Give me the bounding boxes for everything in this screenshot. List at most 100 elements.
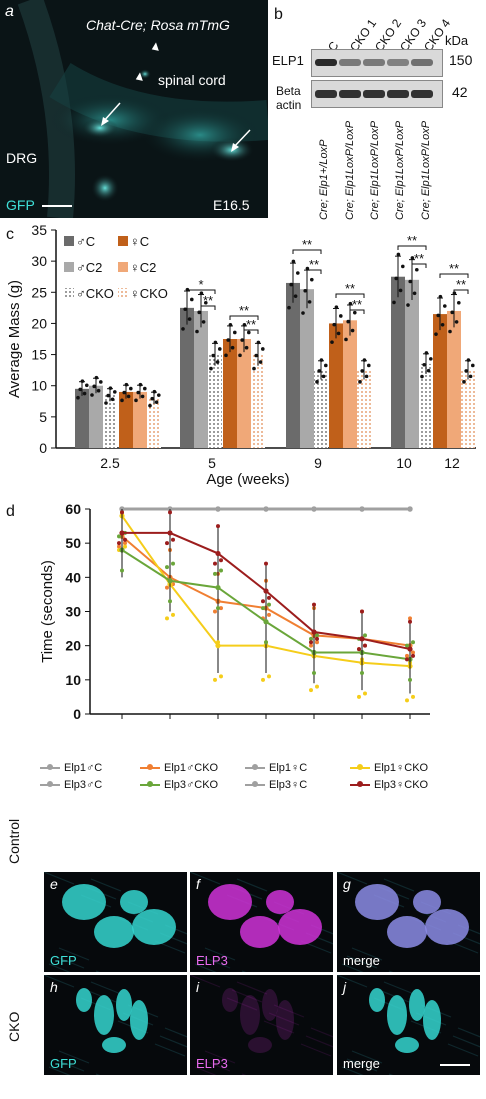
micrograph-e: e GFP bbox=[44, 872, 187, 972]
series-marker bbox=[359, 636, 365, 642]
fiber bbox=[383, 878, 415, 892]
data-point bbox=[92, 384, 96, 389]
legend-label: Elp1♀C bbox=[269, 762, 308, 774]
fiber bbox=[351, 947, 383, 961]
legend-swatch bbox=[118, 236, 128, 246]
series-marker bbox=[215, 550, 221, 557]
legend-swatch bbox=[350, 781, 370, 788]
series-marker bbox=[167, 578, 173, 584]
data-point bbox=[440, 322, 445, 327]
fiber bbox=[53, 1058, 85, 1072]
data-point bbox=[405, 657, 409, 662]
fiber bbox=[300, 1043, 332, 1057]
data-point bbox=[120, 568, 124, 573]
bar bbox=[357, 370, 371, 448]
panel-a-spinal-label: spinal cord bbox=[158, 72, 226, 88]
data-point bbox=[330, 340, 334, 344]
data-point bbox=[113, 390, 117, 394]
data-point bbox=[138, 382, 143, 387]
bar bbox=[447, 310, 461, 448]
cell bbox=[369, 988, 385, 1012]
series-marker bbox=[407, 506, 413, 512]
micrograph-channel-label: GFP bbox=[50, 953, 77, 968]
data-point bbox=[129, 386, 133, 391]
band bbox=[339, 59, 361, 66]
data-point bbox=[171, 537, 175, 542]
data-point bbox=[126, 394, 131, 399]
cell bbox=[94, 995, 114, 1035]
data-point bbox=[216, 524, 220, 529]
legend-item: Elp1♂CKO bbox=[140, 762, 218, 774]
bar-chart-mass: 0 5 10 15 20 25 30 35 Average Mass (g) Age (weeks… bbox=[6, 222, 476, 488]
data-point bbox=[438, 294, 443, 299]
y-tick-label: 10 bbox=[65, 672, 81, 688]
blot-elp1 bbox=[311, 49, 443, 77]
data-point bbox=[230, 345, 235, 350]
data-point bbox=[336, 331, 341, 336]
data-point bbox=[296, 271, 300, 275]
cell bbox=[395, 1037, 419, 1053]
series-marker bbox=[215, 506, 221, 512]
fiber bbox=[190, 975, 221, 988]
micrograph-letter: i bbox=[196, 979, 200, 995]
data-point bbox=[117, 534, 121, 539]
band bbox=[339, 90, 361, 98]
genotype-label: Cre; Elp1LoxP/LoxP bbox=[394, 120, 406, 220]
y-tick-label: 40 bbox=[65, 569, 81, 585]
data-point bbox=[317, 369, 322, 373]
x-axis-label: Age (weeks) bbox=[206, 471, 289, 488]
legend-item: Elp1♀C bbox=[245, 762, 307, 774]
fiber bbox=[337, 872, 368, 885]
data-point bbox=[213, 561, 217, 566]
data-point bbox=[363, 633, 367, 638]
y-tick-label: 5 bbox=[39, 409, 47, 425]
bar bbox=[300, 289, 314, 448]
data-point bbox=[134, 398, 138, 403]
cell bbox=[262, 989, 278, 1021]
micrograph-channel-label: merge bbox=[343, 1056, 380, 1071]
micrograph-i: i ELP3 bbox=[190, 975, 333, 1075]
bar bbox=[343, 320, 357, 448]
data-point bbox=[334, 305, 339, 310]
legend-label: Elp1♂C bbox=[64, 762, 103, 774]
significance-label: ** bbox=[309, 257, 319, 272]
data-point bbox=[219, 558, 223, 563]
legend-swatch bbox=[118, 262, 128, 272]
data-point bbox=[401, 264, 405, 269]
data-point bbox=[309, 636, 313, 641]
fiber bbox=[236, 878, 268, 892]
data-point bbox=[309, 688, 313, 693]
data-point bbox=[171, 561, 175, 566]
panel-d-letter: d bbox=[6, 503, 15, 520]
data-point bbox=[464, 369, 469, 373]
legend-swatch bbox=[64, 236, 74, 246]
legend-label: Elp3♀CKO bbox=[374, 779, 429, 791]
data-point bbox=[307, 300, 312, 304]
data-point bbox=[85, 383, 89, 388]
y-tick-label: 10 bbox=[31, 378, 47, 394]
data-point bbox=[346, 319, 351, 324]
data-point bbox=[148, 403, 152, 408]
data-point bbox=[76, 395, 80, 400]
data-point bbox=[124, 382, 129, 387]
data-point bbox=[216, 640, 220, 645]
legend-item: Elp3♂C bbox=[40, 779, 102, 791]
data-point bbox=[420, 374, 424, 379]
legend-swatch bbox=[245, 781, 265, 788]
data-point bbox=[140, 394, 145, 399]
data-point bbox=[238, 353, 242, 358]
cell bbox=[116, 989, 132, 1021]
legend-label: Elp1♂CKO bbox=[164, 762, 219, 774]
bar bbox=[286, 282, 300, 448]
legend-label: Elp3♂C bbox=[64, 779, 103, 791]
data-point bbox=[215, 360, 220, 364]
legend-label: ♂C2 bbox=[76, 260, 102, 275]
data-point bbox=[120, 510, 124, 515]
data-point bbox=[267, 602, 271, 607]
bar bbox=[147, 398, 161, 448]
micrograph-channel-label: ELP3 bbox=[196, 953, 228, 968]
series-marker bbox=[311, 629, 317, 635]
fiber bbox=[90, 878, 122, 892]
data-point bbox=[165, 616, 169, 621]
fiber bbox=[90, 981, 122, 995]
